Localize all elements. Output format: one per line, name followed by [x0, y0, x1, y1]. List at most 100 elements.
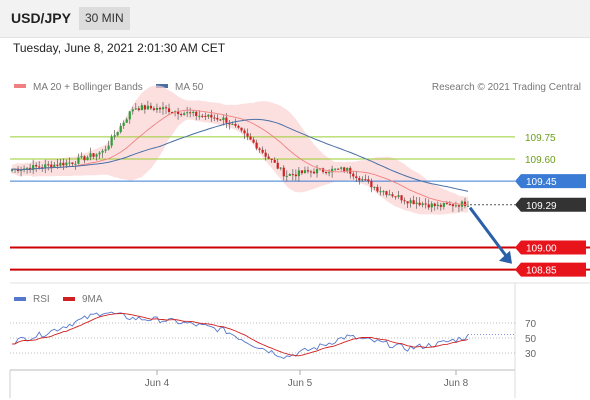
candle-body [219, 119, 222, 121]
bollinger-band-area [12, 85, 468, 215]
candle-body [10, 169, 14, 171]
candle-body [261, 149, 264, 153]
candlesticks [10, 100, 470, 213]
candle-body [216, 118, 219, 120]
level-tag-109.45 [515, 174, 586, 189]
candle-body [59, 162, 62, 166]
rsi-level-label-30: 30 [525, 349, 537, 360]
candle-body [264, 152, 267, 157]
candle-body [119, 125, 122, 133]
level-label-109.29: 109.29 [526, 201, 557, 212]
candle-body [44, 164, 47, 168]
candle-body [164, 107, 168, 109]
candle-body [183, 113, 186, 115]
candle-body [385, 191, 388, 195]
candle-body [282, 167, 285, 177]
candle-body [324, 171, 328, 174]
price-levels [10, 136, 590, 271]
x-tick-label: Jun 4 [145, 378, 170, 389]
rsi-level-label-50: 50 [525, 334, 537, 345]
candle-body [397, 195, 400, 197]
candle-body [77, 157, 80, 164]
candle-body [56, 164, 59, 166]
candle-body [370, 181, 373, 188]
candle-body [427, 204, 430, 208]
candle-body [361, 179, 364, 181]
level-tag-109.29 [515, 197, 586, 212]
level-label-109.00: 109.00 [526, 244, 557, 255]
candle-body [382, 191, 385, 193]
candle-body [315, 169, 319, 174]
level-label-109.75: 109.75 [525, 133, 556, 144]
candle-body [113, 135, 116, 137]
candle-body [258, 148, 261, 150]
candle-body [273, 159, 276, 163]
candle-body [252, 139, 255, 143]
bb-legend-swatch [14, 84, 26, 88]
candle-body [222, 117, 225, 121]
candle-body [189, 112, 192, 114]
interval-button[interactable]: 30 MIN [79, 7, 130, 30]
candle-body [186, 112, 189, 114]
level-tag-108.85 [515, 262, 586, 277]
candle-body [167, 108, 171, 112]
candle-body [388, 194, 391, 196]
candle-body [391, 194, 394, 197]
candle-body [176, 111, 180, 115]
candle-body [270, 158, 273, 160]
candle-body [255, 142, 258, 149]
candle-body [409, 200, 412, 204]
candle-body [430, 203, 433, 208]
candle-body [225, 117, 228, 123]
candle-body [161, 107, 165, 110]
ma50-line [11, 118, 469, 192]
candle-body [201, 115, 204, 117]
candle-body [180, 114, 183, 116]
candle-body [300, 170, 304, 174]
level-label-109.60: 109.60 [525, 155, 556, 166]
candle-body [38, 166, 41, 168]
candle-body [198, 115, 201, 117]
candle-body [406, 201, 409, 204]
candle-body [403, 200, 406, 202]
candle-body [89, 153, 92, 158]
candle-body [140, 105, 143, 111]
level-tag-109.00 [515, 240, 586, 255]
candle-body [394, 196, 397, 198]
candle-body [412, 200, 415, 205]
ma50-legend-swatch [156, 84, 168, 88]
candle-body [364, 179, 367, 181]
candle-body [276, 162, 279, 169]
candle-body [122, 122, 125, 126]
candle-body [210, 114, 213, 118]
candle-body [454, 205, 458, 207]
candle-body [53, 164, 56, 168]
candle-body [451, 204, 455, 207]
candle-body [418, 202, 421, 206]
candle-body [463, 201, 467, 207]
candle-body [231, 123, 234, 125]
candle-body [442, 203, 445, 207]
candle-body [158, 107, 162, 110]
rsi-ma-line [12, 313, 469, 357]
candle-body [448, 204, 451, 206]
candle-body [101, 150, 104, 153]
rsi-ma-legend-label: 9MA [82, 294, 103, 305]
candle-body [50, 164, 53, 168]
symbol-label: USD/JPY [11, 10, 71, 26]
candle-body [267, 156, 270, 159]
candle-body [352, 173, 355, 177]
rsi-legend-label: RSI [33, 294, 50, 305]
candle-body [92, 153, 95, 157]
candle-body [137, 108, 140, 111]
candle-body [155, 107, 159, 110]
candle-body [25, 167, 29, 169]
candle-body [337, 168, 340, 170]
trend-arrow [468, 206, 512, 264]
candle-body [35, 165, 38, 167]
candle-body [312, 171, 316, 174]
rsi-level-label-70: 70 [525, 319, 537, 330]
candle-body [146, 105, 149, 110]
candle-body [334, 168, 337, 170]
